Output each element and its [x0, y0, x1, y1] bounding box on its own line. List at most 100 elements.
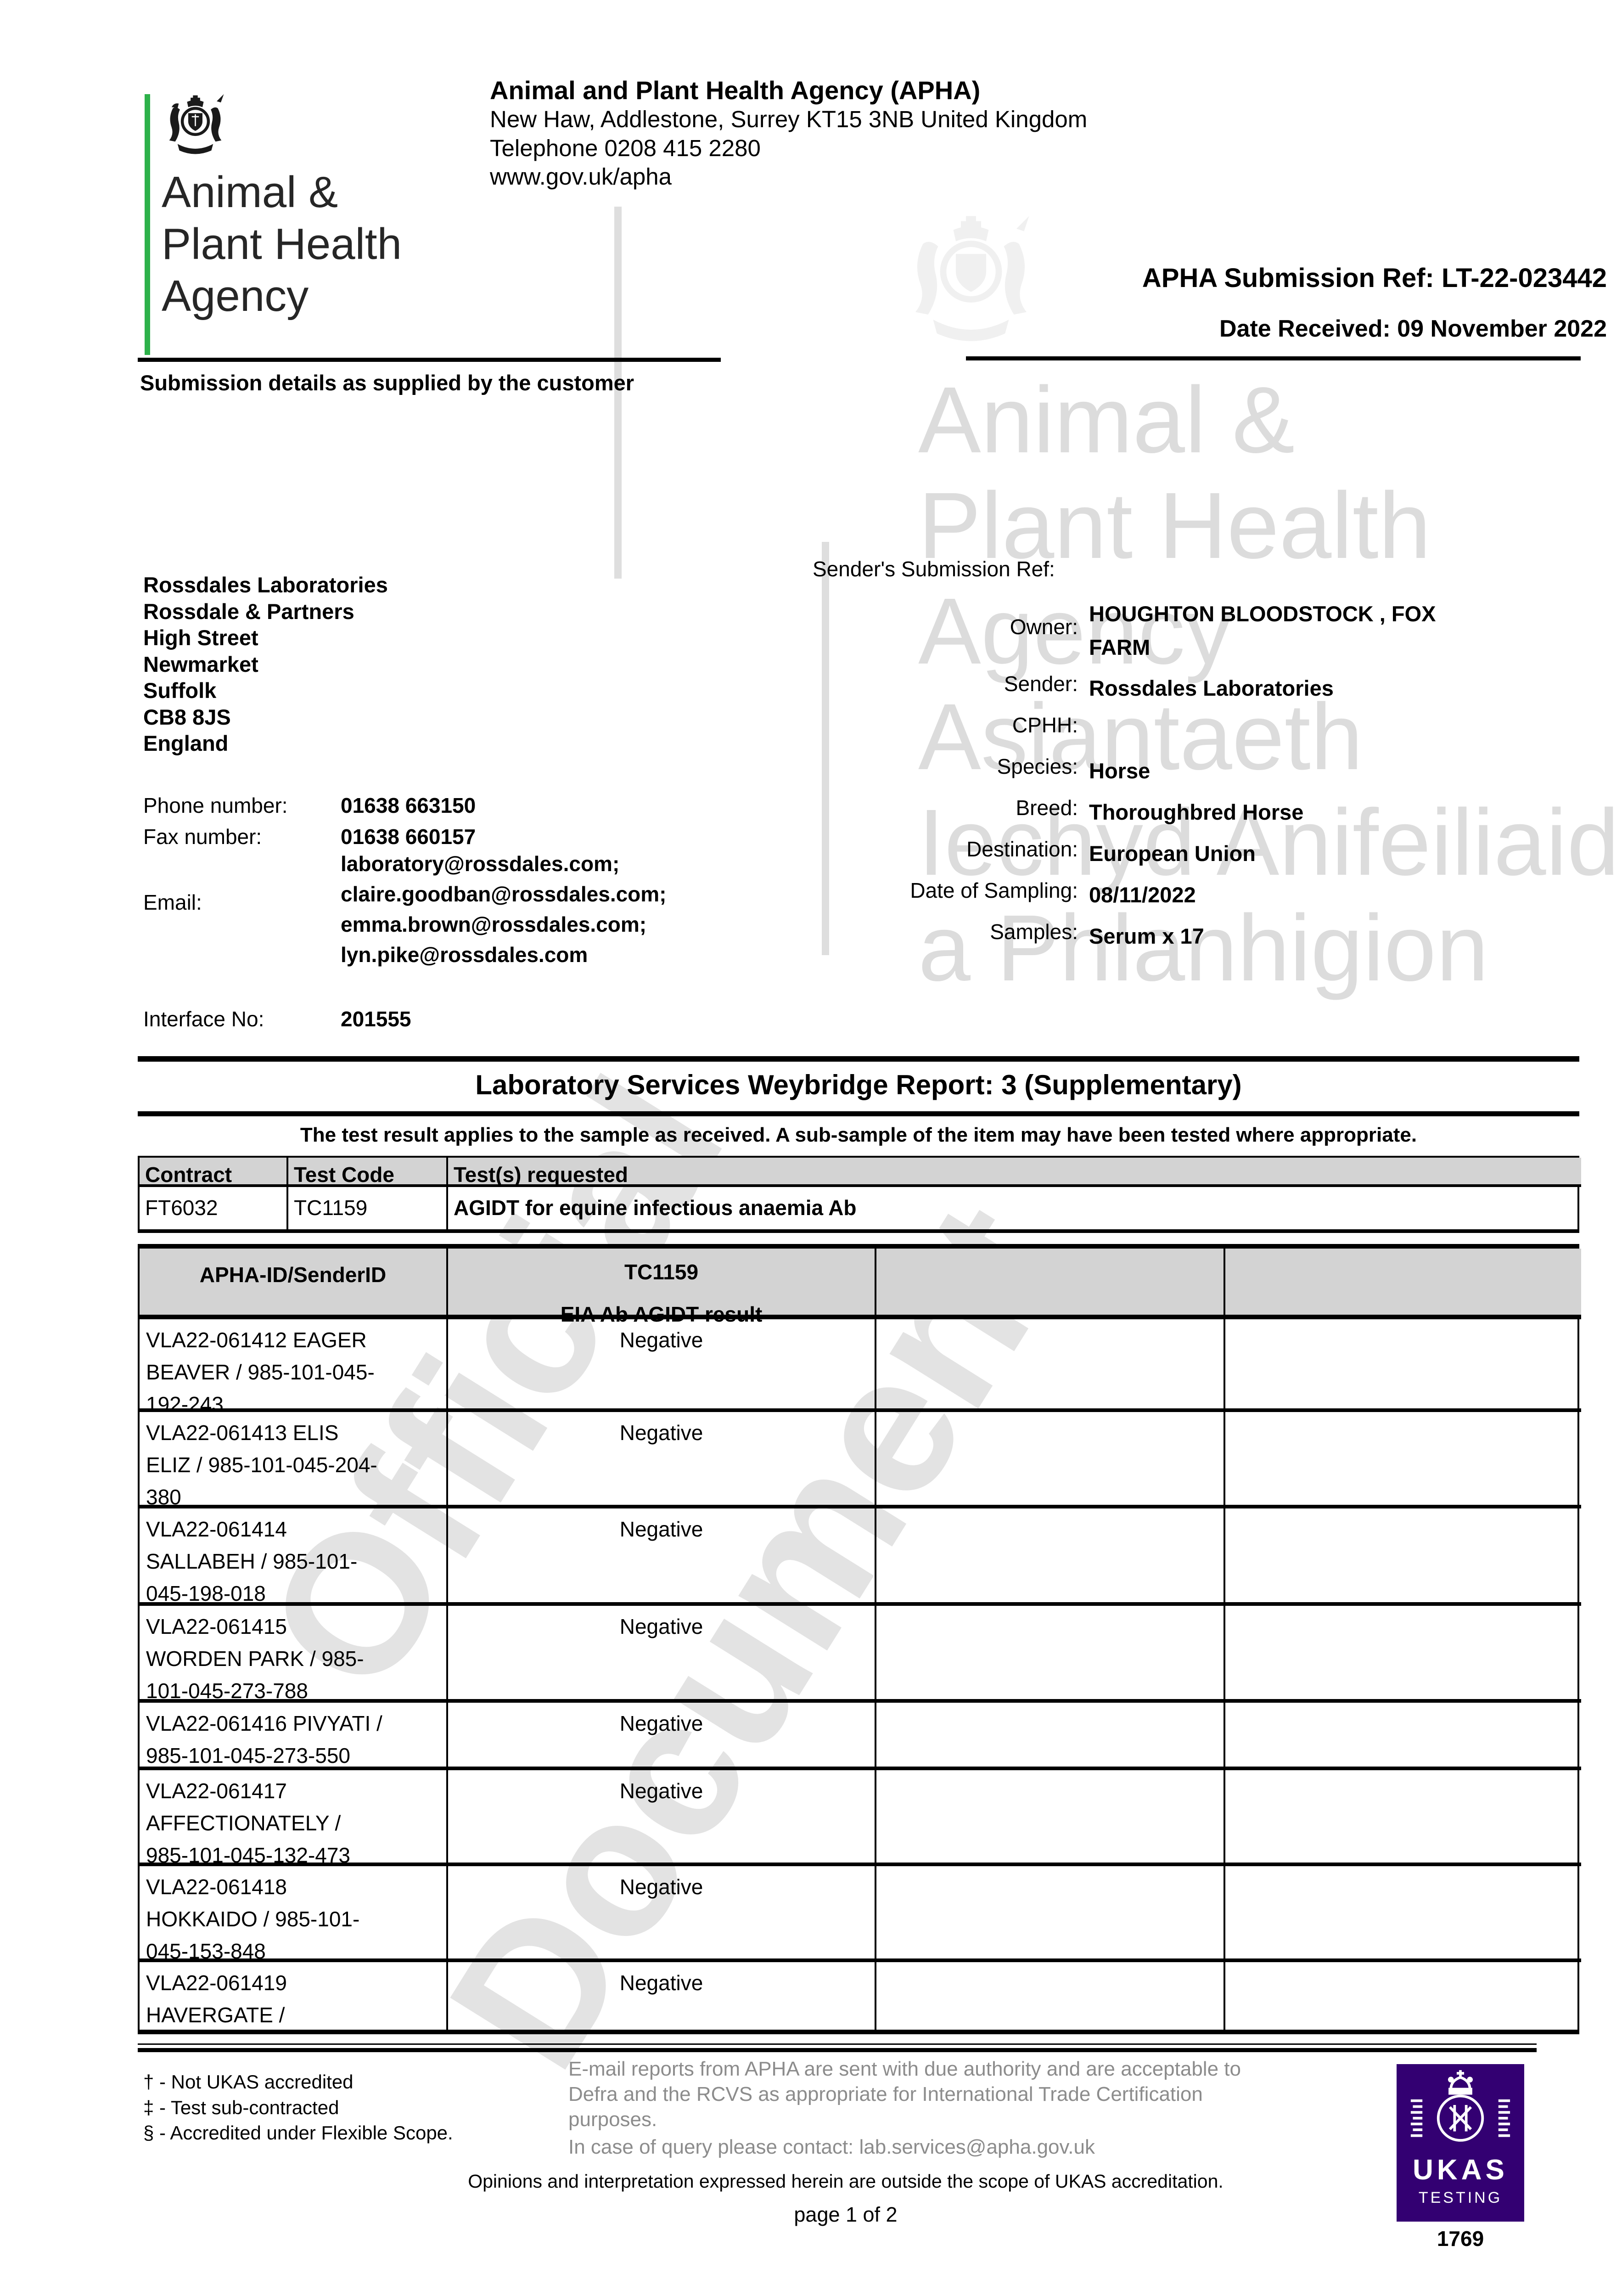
query-contact-note: In case of query please contact: lab.ser… [568, 2136, 1095, 2158]
ukas-wordmark: UKAS [1413, 2154, 1508, 2186]
destination-label: Destination: [966, 837, 1078, 861]
address-line: CB8 8JS [143, 704, 231, 729]
destination-value: European Union [1089, 841, 1256, 866]
table-row-empty [1225, 1412, 1581, 1508]
sender-value: Rossdales Laboratories [1089, 676, 1334, 700]
results-col1-header: APHA-ID/SenderID [140, 1249, 448, 1319]
tc1159-header: TC1159 [624, 1260, 699, 1284]
header-rule-left [138, 358, 721, 362]
results-col2-header: TC1159 EIA Ab AGIDT result [448, 1249, 876, 1326]
table-row-result: Negative [448, 1770, 876, 1866]
submission-ref-label: APHA Submission Ref: [1142, 263, 1434, 293]
table-row-id: VLA22-061417 AFFECTIONATELY / 985-101-04… [140, 1770, 448, 1867]
apha-logo-wordmark: Animal & Plant Health Agency [162, 166, 402, 322]
tests-requested-value: AGIDT for equine infectious anaemia Ab [454, 1196, 857, 1220]
breed-label: Breed: [1016, 796, 1078, 820]
table-row-result: Negative [448, 1703, 876, 1770]
date-received-label: Date Received: [1219, 315, 1391, 342]
table-row-id: VLA22-061416 PIVYATI / 985-101-045-273-5… [140, 1703, 448, 1770]
apha-id-header: APHA-ID/SenderID [199, 1263, 387, 1287]
date-received-value: 09 November 2022 [1397, 315, 1607, 342]
ukas-scope-note: Opinions and interpretation expressed he… [468, 2171, 1224, 2192]
submission-ref-value: LT-22-023442 [1441, 263, 1607, 293]
table-row-id: VLA22-061414 SALLABEH / 985-101-045-198-… [140, 1508, 448, 1606]
title-rule-bottom [138, 1111, 1579, 1116]
table-row-empty [876, 1770, 1225, 1866]
email-line: laboratory@rossdales.com; [341, 852, 620, 876]
royal-crest-icon [169, 94, 224, 154]
address-line: Rossdale & Partners [143, 599, 354, 624]
fax-value: 01638 660157 [341, 825, 476, 849]
watermark-text-plant-health: Plant Health [918, 473, 1431, 578]
watermark-text-iechyd: Iechyd Anifeiliaid [918, 790, 1620, 895]
address-line: Suffolk [143, 678, 217, 703]
sender-label: Sender: [1004, 672, 1078, 696]
table-row-id: VLA22-061419 HAVERGATE / [140, 1962, 448, 2030]
agency-telephone: Telephone 0208 415 2280 [490, 135, 761, 161]
watermark-crest-icon [915, 216, 1029, 341]
table-row-result: Negative [448, 1962, 876, 2030]
table-row-empty [876, 1962, 1225, 2030]
breed-value: Thoroughbred Horse [1089, 800, 1304, 824]
address-line: Newmarket [143, 652, 258, 676]
table-row-result: Negative [448, 1606, 876, 1703]
submission-ref-line: APHA Submission Ref: LT-22-023442 [1142, 263, 1607, 293]
email-line: emma.brown@rossdales.com; [341, 912, 647, 936]
ukas-crown-circle-icon [1410, 2070, 1510, 2142]
table-row-empty [1225, 1319, 1581, 1412]
tests-requested-header: Test(s) requested [448, 1158, 1581, 1187]
table-row-result: Negative [448, 1319, 876, 1412]
email-line: claire.goodban@rossdales.com; [341, 882, 667, 906]
samples-value: Serum x 17 [1089, 924, 1204, 948]
table-row-result: Negative [448, 1866, 876, 1962]
table-row-empty [876, 1412, 1225, 1508]
email-authority-note: E-mail reports from APHA are sent with d… [568, 2058, 1241, 2131]
species-value: Horse [1089, 759, 1151, 783]
watermark-text-asiantaeth: Asiantaeth [918, 684, 1363, 789]
address-line: High Street [143, 625, 258, 650]
contract-header: Contract [140, 1158, 288, 1187]
table-row-id: VLA22-061415 WORDEN PARK / 985-101-045-2… [140, 1606, 448, 1703]
email-line: lyn.pike@rossdales.com [341, 943, 588, 967]
interface-label: Interface No: [143, 1007, 264, 1031]
ukas-category: TESTING [1418, 2189, 1503, 2206]
table-row-empty [1225, 1508, 1581, 1606]
agency-title: Animal and Plant Health Agency (APHA) [490, 76, 981, 105]
test-code-header: Test Code [288, 1158, 448, 1187]
table-row-id: VLA22-061418 HOKKAIDO / 985-101-045-153-… [140, 1866, 448, 1963]
results-col4-header [1225, 1249, 1581, 1319]
senders-ref-label: Sender's Submission Ref: [813, 557, 1055, 581]
table-row-empty [1225, 1866, 1581, 1962]
cphh-label: CPHH: [1012, 713, 1078, 737]
date-of-sampling-value: 08/11/2022 [1089, 883, 1196, 907]
address-line: Rossdales Laboratories [143, 573, 388, 597]
customer-address-block: Rossdales Laboratories Rossdale & Partne… [143, 572, 388, 757]
apha-logo-green-bar [145, 94, 150, 355]
table-row-id: VLA22-061412 EAGER BEAVER / 985-101-045-… [140, 1319, 448, 1416]
email-values: laboratory@rossdales.com; claire.goodban… [341, 849, 667, 970]
table-row-empty [876, 1703, 1225, 1770]
logo-line-1: Animal & [162, 168, 338, 217]
watermark-text-agency: Agency [918, 579, 1232, 684]
table-row-empty [876, 1508, 1225, 1606]
watermark-bar-2 [822, 542, 829, 955]
report-note: The test result applies to the sample as… [300, 1124, 1417, 1146]
table-row-id: VLA22-061413 ELIS ELIZ / 985-101-045-204… [140, 1412, 448, 1509]
report-title: Laboratory Services Weybridge Report: 3 … [475, 1069, 1242, 1100]
interface-value: 201555 [341, 1007, 411, 1031]
table-row-empty [876, 1319, 1225, 1412]
phone-label: Phone number: [143, 793, 288, 817]
logo-line-3: Agency [162, 271, 309, 321]
eia-ab-agidt-header: EIA Ab AGIDT result [560, 1302, 763, 1326]
ukas-logo: UKAS TESTING [1397, 2064, 1524, 2222]
footer-rule-thick [138, 2048, 1537, 2052]
owner-value: HOUGHTON BLOODSTOCK , FOX FARM [1089, 602, 1436, 659]
footnote-flexible-scope: § - Accredited under Flexible Scope. [143, 2122, 453, 2144]
page-number: page 1 of 2 [794, 2203, 898, 2226]
address-line: England [143, 731, 229, 755]
fax-label: Fax number: [143, 825, 262, 849]
contract-value: FT6032 [140, 1187, 288, 1229]
phone-value: 01638 663150 [341, 793, 476, 817]
species-label: Species: [997, 754, 1078, 778]
agency-website: www.gov.uk/apha [490, 163, 672, 190]
